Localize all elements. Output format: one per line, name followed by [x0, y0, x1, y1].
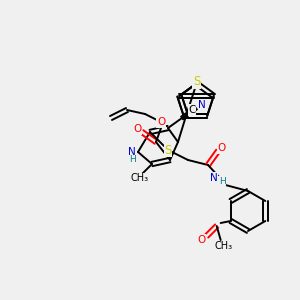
Text: O: O — [133, 124, 141, 134]
Text: N: N — [198, 100, 206, 110]
Text: O: O — [157, 117, 165, 127]
Text: N: N — [210, 173, 218, 183]
Text: CH₃: CH₃ — [131, 173, 149, 183]
Text: O: O — [198, 235, 206, 245]
Text: S: S — [164, 143, 172, 157]
Text: H: H — [129, 155, 135, 164]
Text: C: C — [188, 105, 196, 115]
Text: H: H — [219, 176, 225, 185]
Text: CH₃: CH₃ — [214, 241, 233, 251]
Text: O: O — [218, 143, 226, 153]
Text: N: N — [128, 147, 136, 157]
Text: S: S — [193, 75, 200, 88]
